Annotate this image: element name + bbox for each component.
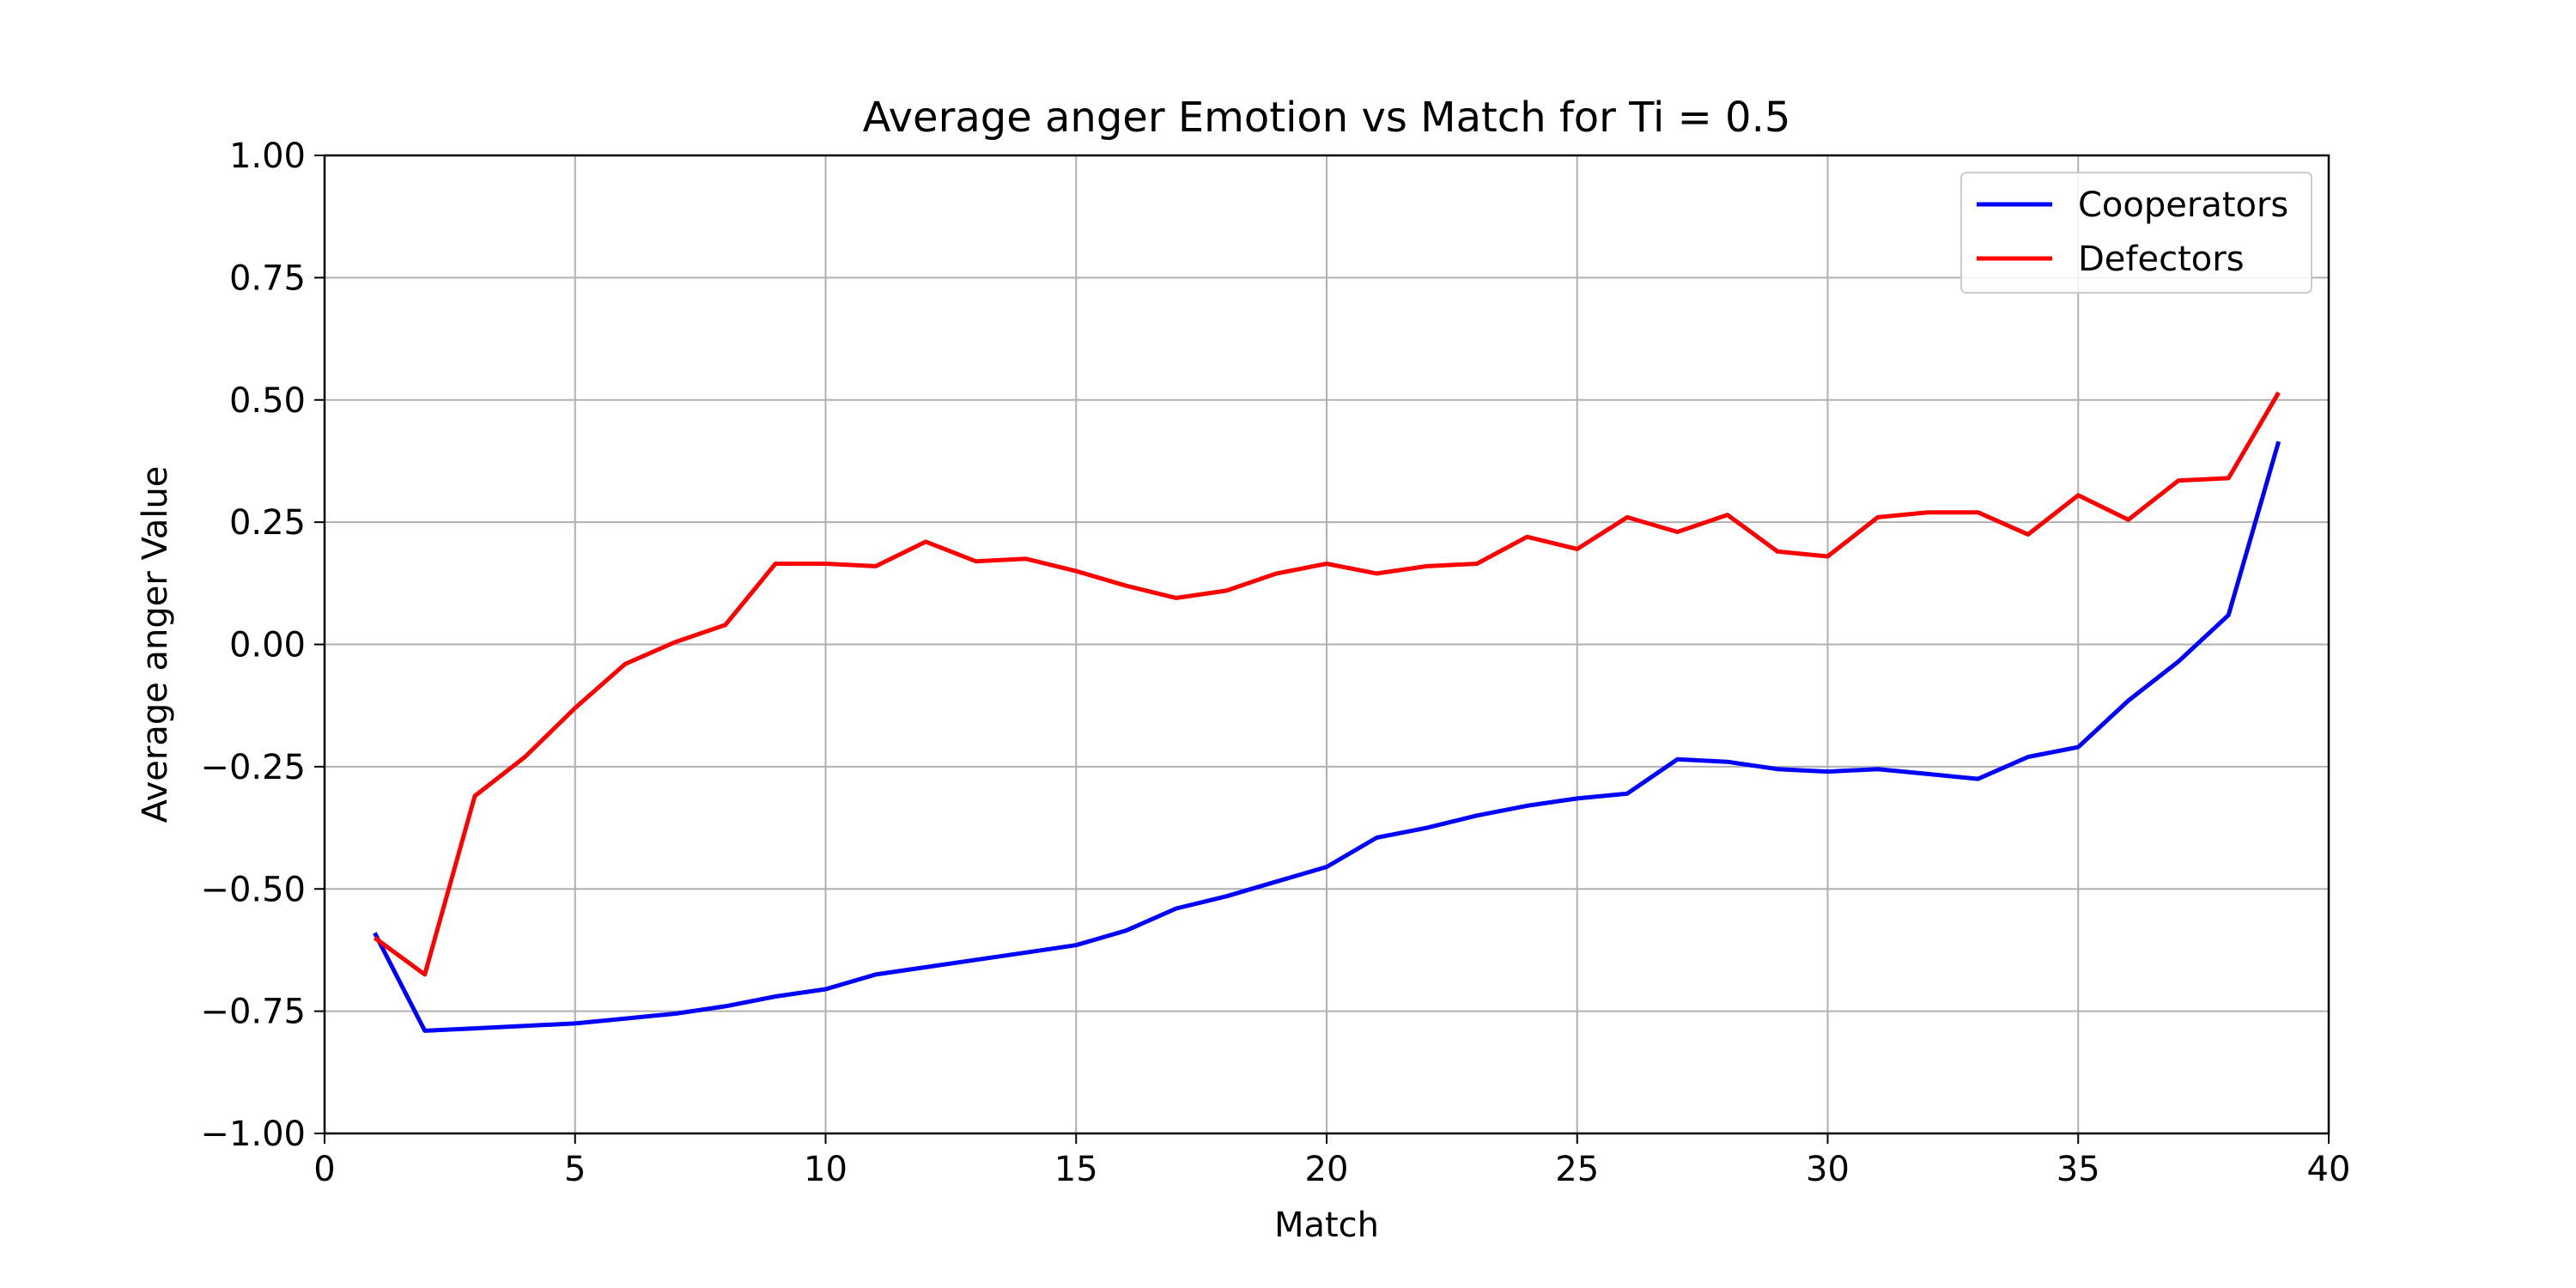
y-tick-label: 0.75 [229, 258, 306, 298]
x-tick-label: 25 [1555, 1150, 1599, 1189]
x-tick-label: 15 [1054, 1150, 1098, 1189]
series-line-defectors [373, 391, 2281, 977]
y-tick-label: −1.00 [200, 1115, 306, 1154]
y-axis-label: Average anger Value [136, 466, 175, 823]
axis-ticks: 0 5 10 15 20 25 30 35 40 −1.00 −0.75 −0.50 −0.25 0.00… [200, 137, 2350, 1189]
y-tick-label: 0.50 [229, 381, 306, 421]
plot-lines [373, 391, 2281, 1033]
y-tick-label: 1.00 [229, 137, 306, 176]
x-tick-label: 20 [1305, 1150, 1349, 1189]
x-tick-label: 0 [313, 1150, 335, 1189]
y-tick-label: 0.25 [229, 503, 306, 543]
legend-label-cooperators: Cooperators [2078, 185, 2288, 225]
x-tick-label: 10 [804, 1150, 848, 1189]
x-tick-label: 5 [564, 1150, 586, 1189]
y-tick-label: −0.25 [200, 748, 306, 787]
legend: Cooperators Defectors [1960, 172, 2312, 294]
y-tick-label: −0.50 [200, 870, 306, 909]
legend-label-defectors: Defectors [2078, 240, 2245, 279]
x-tick-label: 35 [2057, 1150, 2100, 1189]
series-line-cooperators [373, 440, 2281, 1033]
chart-title: Average anger Emotion vs Match for Ti = … [863, 94, 1791, 142]
y-tick-label: 0.00 [229, 626, 306, 665]
x-tick-label: 40 [2307, 1150, 2351, 1189]
x-tick-label: 30 [1806, 1150, 1850, 1189]
y-tick-label: −0.75 [200, 993, 306, 1032]
x-axis-label: Match [1274, 1206, 1379, 1245]
